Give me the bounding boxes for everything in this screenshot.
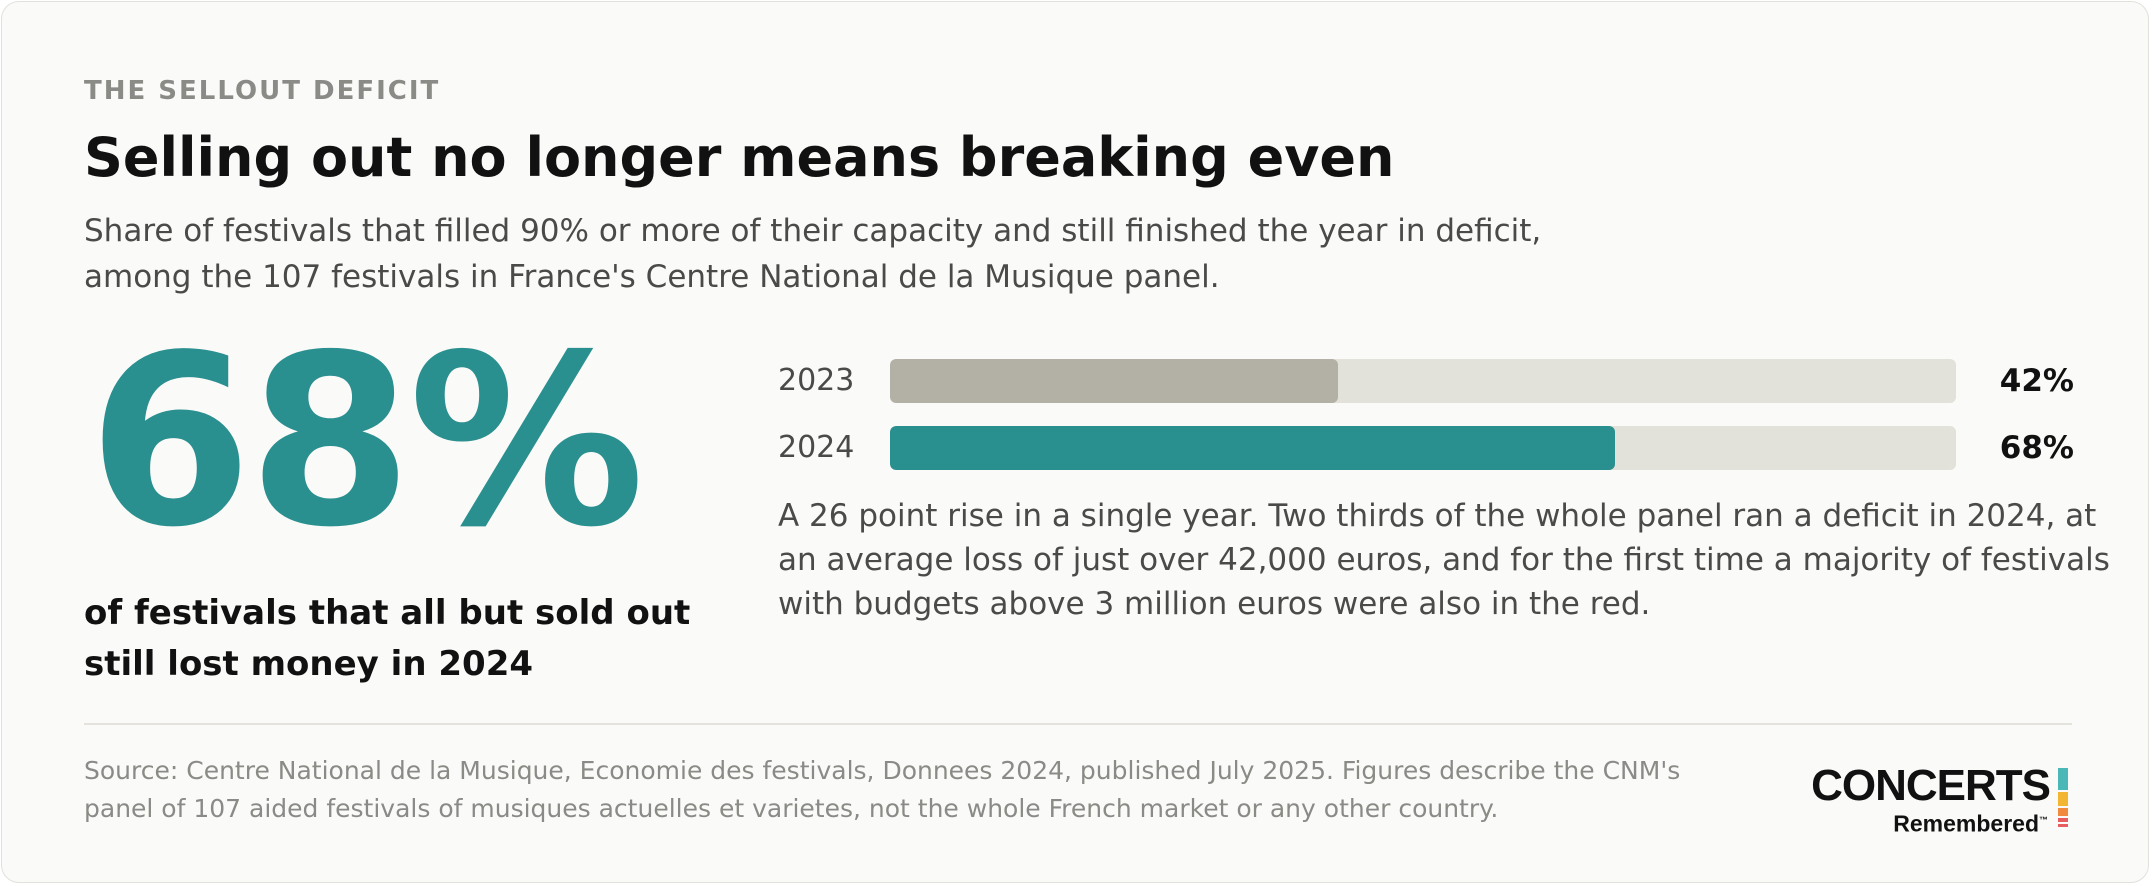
subtitle-line-2: among the 107 festivals in France's Cent… bbox=[84, 259, 1220, 295]
logo-stripe bbox=[2058, 818, 2068, 822]
logo-stripe bbox=[2058, 768, 2068, 790]
logo-stripe bbox=[2058, 792, 2068, 806]
logo-wordmark: CONCERTS bbox=[1811, 761, 2051, 810]
note-line-2: an average loss of just over 42,000 euro… bbox=[778, 542, 2110, 578]
logo-stripe bbox=[2058, 824, 2068, 827]
highlight-value: 68% bbox=[88, 304, 645, 579]
bar-category-label: 2023 bbox=[778, 363, 855, 398]
eyebrow-label: THE SELLOUT DEFICIT bbox=[84, 76, 441, 106]
chart-subtitle: Share of festivals that filled 90% or mo… bbox=[84, 208, 1644, 300]
concerts-remembered-logo: CONCERTS Remembered™ bbox=[1808, 761, 2078, 837]
footer-divider bbox=[84, 723, 2072, 725]
source-note: Source: Centre National de la Musique, E… bbox=[84, 752, 1784, 828]
bar-2024 bbox=[890, 426, 1615, 470]
bar-track bbox=[890, 359, 1956, 403]
bar-value-label: 42% bbox=[1999, 363, 2074, 399]
logo-stripes-icon bbox=[2058, 768, 2068, 828]
highlight-caption: of festivals that all but sold out still… bbox=[84, 588, 764, 690]
bar-track bbox=[890, 426, 1956, 470]
logo-stripe bbox=[2058, 808, 2068, 816]
logo-subtitle: Remembered™ bbox=[1893, 810, 2048, 837]
bar-value-label: 68% bbox=[1999, 430, 2074, 466]
highlight-caption-line-2: still lost money in 2024 bbox=[84, 644, 534, 684]
subtitle-line-1: Share of festivals that filled 90% or mo… bbox=[84, 213, 1542, 249]
chart-title: Selling out no longer means breaking eve… bbox=[84, 126, 1395, 189]
bar-2023 bbox=[890, 359, 1338, 403]
bar-row-2023: 2023 42% bbox=[778, 359, 2074, 405]
bar-row-2024: 2024 68% bbox=[778, 426, 2074, 472]
highlight-caption-line-1: of festivals that all but sold out bbox=[84, 593, 691, 633]
source-line-2: panel of 107 aided festivals of musiques… bbox=[84, 794, 1499, 823]
source-line-1: Source: Centre National de la Musique, E… bbox=[84, 756, 1681, 785]
bar-category-label: 2024 bbox=[778, 430, 855, 465]
note-line-3: with budgets above 3 million euros were … bbox=[778, 586, 1651, 622]
chart-note: A 26 point rise in a single year. Two th… bbox=[778, 494, 2110, 626]
note-line-1: A 26 point rise in a single year. Two th… bbox=[778, 498, 2097, 534]
